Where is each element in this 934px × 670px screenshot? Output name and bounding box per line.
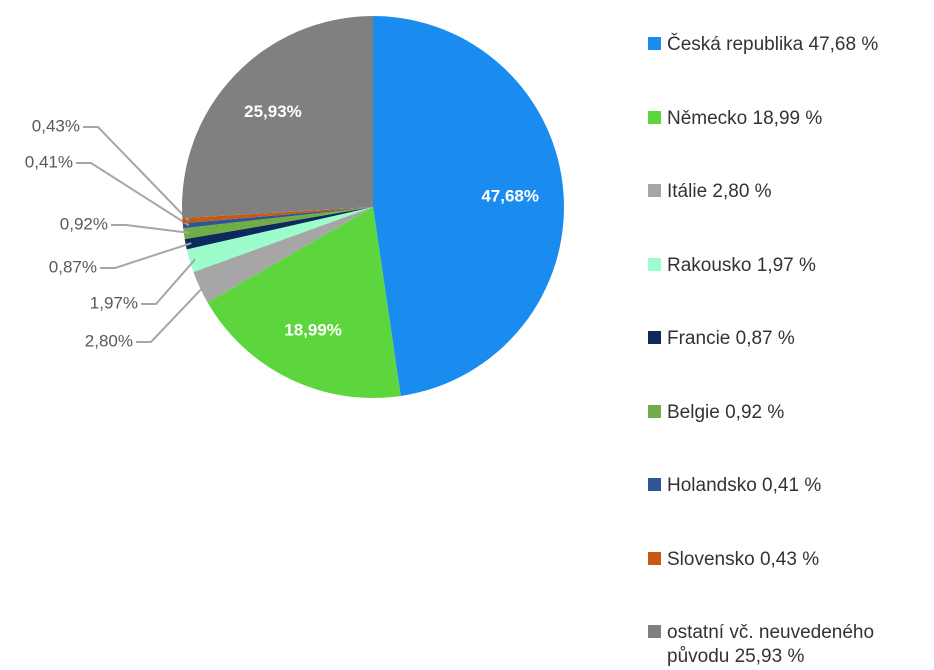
pie-slice	[184, 207, 373, 250]
leader-line	[76, 162, 190, 227]
pie-slice	[207, 207, 401, 398]
pie-slice	[373, 16, 564, 396]
legend-item: Německo 18,99 %	[648, 107, 919, 131]
data-label: 18,99%	[284, 320, 342, 339]
data-label: 25,93%	[244, 102, 302, 121]
legend-swatch	[648, 404, 661, 418]
data-label: 47,68%	[481, 186, 539, 205]
data-label: 1,97%	[90, 293, 138, 312]
data-label: 0,43%	[32, 116, 80, 135]
leader-line	[111, 224, 190, 234]
chart: 47,68% 18,99% 2,80% 1,97% 0,87% 0,92% 0,41% 0,4…	[25, 16, 564, 398]
legend-swatch	[648, 184, 661, 197]
legend-swatch	[648, 625, 661, 638]
legend-label: Rakousko 1,97 %	[667, 254, 816, 276]
legend-item: Česká republika 47,68 %	[648, 33, 919, 57]
pie-slice	[181, 16, 373, 219]
legend-swatch	[648, 37, 661, 50]
leader-line	[141, 258, 196, 305]
legend-item: Itálie 2,80 %	[648, 180, 919, 204]
legend-item: ostatní vč. neuvedeného původu 25,93 %	[648, 621, 919, 669]
data-label: 0,87%	[49, 257, 97, 276]
legend-label: Itálie 2,80 %	[667, 181, 772, 202]
legend-swatch	[648, 551, 661, 565]
legend-item: Holandsko 0,41 %	[648, 474, 919, 498]
legend-label: Holandsko 0,41 %	[667, 475, 822, 496]
data-label: 2,80%	[85, 331, 133, 350]
legend-item: Rakousko 1,97 %	[648, 254, 919, 278]
pie-slice	[193, 207, 373, 303]
legend-swatch	[648, 257, 661, 271]
legend-label: Slovensko 0,43 %	[667, 548, 820, 570]
data-label: 0,41%	[25, 152, 73, 171]
data-label: 0,92%	[60, 214, 108, 233]
leader-line	[100, 242, 192, 269]
leader-line	[136, 284, 206, 343]
legend-item: Slovensko 0,43 %	[648, 548, 919, 572]
legend-label: ostatní vč. neuvedeného původu 25,93 %	[667, 622, 875, 667]
pie-slice	[183, 207, 373, 240]
legend-label: Německo 18,99 %	[667, 107, 823, 129]
pie-slice	[182, 207, 373, 224]
legend-item: Belgie 0,92 %	[648, 401, 919, 425]
legend-item: Francie 0,87 %	[648, 327, 919, 351]
legend-swatch	[648, 331, 661, 344]
legend-label: Francie 0,87 %	[667, 328, 795, 349]
legend-label: Česká republika 47,68 %	[667, 34, 879, 55]
leader-line	[83, 126, 189, 222]
legend-swatch	[648, 110, 661, 124]
legend-swatch	[648, 478, 661, 491]
pie-slice	[182, 207, 373, 229]
pie-slice	[186, 207, 373, 273]
legend-label: Belgie 0,92 %	[667, 401, 785, 423]
